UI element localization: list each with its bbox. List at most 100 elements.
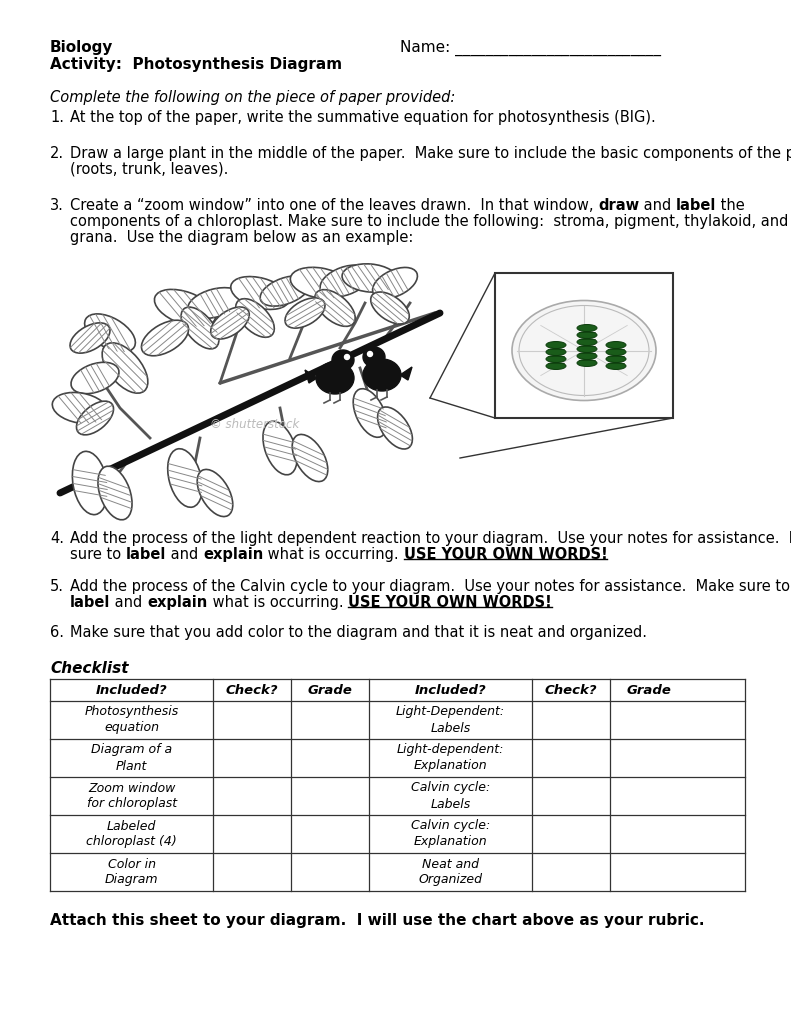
Ellipse shape: [368, 351, 373, 356]
Ellipse shape: [77, 401, 114, 435]
Ellipse shape: [316, 362, 354, 394]
Ellipse shape: [606, 341, 626, 348]
Text: Neat and
Organized: Neat and Organized: [418, 857, 483, 887]
Ellipse shape: [371, 292, 409, 324]
Text: the: the: [717, 198, 745, 213]
Ellipse shape: [606, 348, 626, 355]
Ellipse shape: [577, 359, 597, 367]
Ellipse shape: [512, 300, 656, 400]
Text: 4.: 4.: [50, 531, 64, 546]
Ellipse shape: [187, 288, 242, 318]
Ellipse shape: [292, 434, 327, 481]
Ellipse shape: [181, 307, 219, 349]
Text: Name: ___________________________: Name: ___________________________: [400, 40, 661, 56]
Text: Zoom window
for chloroplast: Zoom window for chloroplast: [86, 781, 176, 811]
Ellipse shape: [363, 347, 385, 367]
Ellipse shape: [102, 343, 148, 393]
Ellipse shape: [577, 339, 597, 345]
Text: Labeled
chloroplast (4): Labeled chloroplast (4): [86, 819, 177, 849]
Text: Grade: Grade: [626, 683, 672, 696]
Text: USE YOUR OWN WORDS!: USE YOUR OWN WORDS!: [403, 547, 607, 562]
Ellipse shape: [52, 392, 108, 424]
Ellipse shape: [315, 290, 355, 327]
Text: Calvin cycle:
Explanation: Calvin cycle: Explanation: [411, 819, 490, 849]
Text: Complete the following on the piece of paper provided:: Complete the following on the piece of p…: [50, 90, 456, 105]
Ellipse shape: [285, 298, 325, 328]
Text: Create a “zoom window” into one of the leaves drawn.  In that window,: Create a “zoom window” into one of the l…: [70, 198, 598, 213]
Text: Calvin cycle:
Labels: Calvin cycle: Labels: [411, 781, 490, 811]
Ellipse shape: [373, 267, 418, 299]
Ellipse shape: [377, 407, 412, 450]
Text: and: and: [639, 198, 676, 213]
Text: Checklist: Checklist: [50, 662, 128, 676]
Ellipse shape: [85, 314, 135, 352]
Ellipse shape: [290, 267, 350, 299]
Ellipse shape: [263, 421, 297, 475]
Text: (roots, trunk, leaves).: (roots, trunk, leaves).: [70, 162, 229, 177]
Ellipse shape: [142, 321, 188, 355]
Text: Included?: Included?: [414, 683, 486, 696]
Ellipse shape: [72, 452, 108, 515]
Text: Grade: Grade: [308, 683, 353, 696]
Text: what is occurring.: what is occurring.: [207, 595, 348, 610]
Text: and: and: [111, 595, 147, 610]
Text: Attach this sheet to your diagram.  I will use the chart above as your rubric.: Attach this sheet to your diagram. I wil…: [50, 913, 705, 928]
Ellipse shape: [231, 276, 290, 309]
Text: Check?: Check?: [545, 683, 597, 696]
Text: Biology: Biology: [50, 40, 113, 55]
Text: Included?: Included?: [96, 683, 168, 696]
Polygon shape: [305, 370, 317, 383]
Ellipse shape: [546, 348, 566, 355]
Text: 3.: 3.: [50, 198, 64, 213]
Text: At the top of the paper, write the summative equation for photosynthesis (BIG).: At the top of the paper, write the summa…: [70, 110, 656, 125]
Text: Activity:  Photosynthesis Diagram: Activity: Photosynthesis Diagram: [50, 57, 343, 72]
Text: 2.: 2.: [50, 146, 64, 161]
Text: © shutterstock: © shutterstock: [210, 418, 299, 431]
Ellipse shape: [98, 466, 132, 520]
Text: 6.: 6.: [50, 625, 64, 640]
Ellipse shape: [577, 352, 597, 359]
Ellipse shape: [210, 307, 249, 339]
Text: grana.  Use the diagram below as an example:: grana. Use the diagram below as an examp…: [70, 230, 414, 245]
Ellipse shape: [546, 341, 566, 348]
Ellipse shape: [577, 325, 597, 332]
Ellipse shape: [354, 389, 387, 437]
Ellipse shape: [546, 362, 566, 370]
Ellipse shape: [345, 354, 350, 359]
Text: explain: explain: [203, 547, 263, 562]
Text: 1.: 1.: [50, 110, 64, 125]
Ellipse shape: [606, 362, 626, 370]
Ellipse shape: [197, 469, 233, 516]
Ellipse shape: [577, 345, 597, 352]
Text: Light-dependent:
Explanation: Light-dependent: Explanation: [397, 743, 505, 772]
Bar: [495, 273, 673, 418]
Text: Add the process of the light dependent reaction to your diagram.  Use your notes: Add the process of the light dependent r…: [70, 531, 791, 546]
Text: components of a chloroplast. Make sure to include the following:  stroma, pigmen: components of a chloroplast. Make sure t…: [70, 214, 789, 229]
Text: Add the process of the Calvin cycle to your diagram.  Use your notes for assista: Add the process of the Calvin cycle to y…: [70, 579, 790, 594]
Text: label: label: [70, 595, 111, 610]
Text: Photosynthesis
equation: Photosynthesis equation: [85, 706, 179, 734]
Text: Color in
Diagram: Color in Diagram: [105, 857, 158, 887]
Ellipse shape: [236, 299, 274, 337]
Ellipse shape: [260, 275, 310, 306]
Ellipse shape: [320, 265, 370, 297]
Ellipse shape: [546, 355, 566, 362]
Text: sure to: sure to: [70, 547, 126, 562]
Ellipse shape: [332, 350, 354, 370]
Ellipse shape: [577, 332, 597, 339]
Text: draw: draw: [598, 198, 639, 213]
Ellipse shape: [70, 323, 110, 353]
Ellipse shape: [168, 449, 202, 507]
Text: explain: explain: [147, 595, 207, 610]
Ellipse shape: [342, 264, 398, 292]
Text: Draw a large plant in the middle of the paper.  Make sure to include the basic c: Draw a large plant in the middle of the …: [70, 146, 791, 161]
Text: Light-Dependent:
Labels: Light-Dependent: Labels: [396, 706, 505, 734]
Text: and: and: [166, 547, 203, 562]
Text: label: label: [126, 547, 166, 562]
Ellipse shape: [606, 355, 626, 362]
Polygon shape: [400, 367, 412, 380]
Text: USE YOUR OWN WORDS!: USE YOUR OWN WORDS!: [348, 595, 551, 610]
Text: 5.: 5.: [50, 579, 64, 594]
Text: what is occurring.: what is occurring.: [263, 547, 403, 562]
Text: Check?: Check?: [226, 683, 278, 696]
